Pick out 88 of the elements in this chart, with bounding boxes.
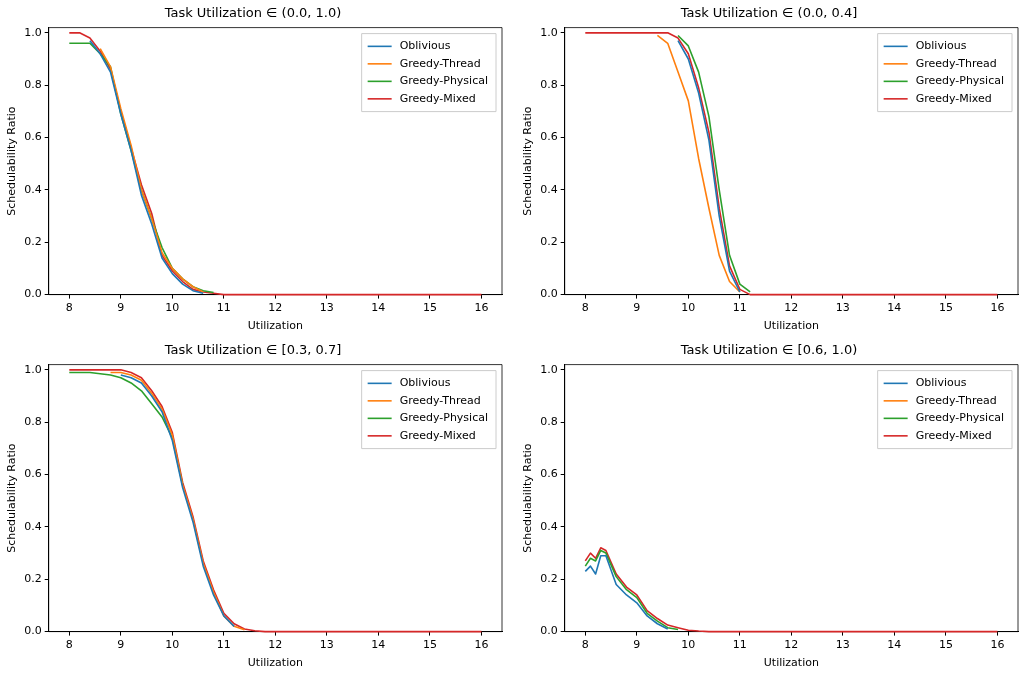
x-tick-label: 15 <box>422 301 437 315</box>
x-axis-title: Utilization <box>763 656 819 670</box>
legend-label: Oblivious <box>399 376 451 390</box>
y-tick-label: 0.8 <box>24 415 42 429</box>
x-tick-label: 12 <box>784 301 799 315</box>
y-axis-title: Schedulability Ratio <box>5 106 19 216</box>
legend-label: Greedy-Thread <box>915 393 997 407</box>
chart-title: Task Utilization ∈ (0.0, 1.0) <box>163 5 342 21</box>
legend-label: Greedy-Thread <box>915 56 997 70</box>
y-tick-label: 1.0 <box>24 362 42 376</box>
y-axis-title: Schedulability Ratio <box>521 106 535 216</box>
x-tick-label: 12 <box>784 638 799 652</box>
y-tick-label: 0.0 <box>24 287 42 301</box>
x-tick-label: 14 <box>887 301 902 315</box>
x-tick-label: 13 <box>835 301 850 315</box>
legend-label: Oblivious <box>399 39 451 53</box>
y-tick-label: 0.2 <box>540 235 558 249</box>
legend-label: Oblivious <box>915 39 967 53</box>
x-tick-label: 11 <box>732 301 747 315</box>
x-tick-label: 13 <box>835 638 850 652</box>
y-tick-label: 0.6 <box>24 467 42 481</box>
x-tick-label: 12 <box>268 638 283 652</box>
y-tick-label: 0.6 <box>24 130 42 144</box>
legend-label: Greedy-Thread <box>399 393 481 407</box>
chart-title: Task Utilization ∈ (0.0, 0.4] <box>679 5 858 21</box>
y-tick-label: 0.4 <box>24 182 42 196</box>
x-tick-label: 10 <box>681 638 696 652</box>
y-tick-label: 0.0 <box>24 624 42 638</box>
legend-label: Greedy-Thread <box>399 56 481 70</box>
x-tick-label: 8 <box>65 301 73 315</box>
x-tick-label: 8 <box>581 301 589 315</box>
y-tick-label: 0.2 <box>540 572 558 586</box>
y-tick-label: 0.2 <box>24 572 42 586</box>
x-axis-title: Utilization <box>247 319 303 333</box>
y-tick-label: 0.8 <box>540 78 558 92</box>
x-tick-label: 9 <box>117 638 125 652</box>
x-tick-label: 11 <box>216 638 231 652</box>
y-axis-title: Schedulability Ratio <box>5 443 19 553</box>
legend-label: Greedy-Physical <box>915 74 1004 88</box>
x-tick-label: 11 <box>216 301 231 315</box>
y-tick-label: 0.0 <box>540 624 558 638</box>
y-tick-label: 0.6 <box>540 130 558 144</box>
y-axis-title: Schedulability Ratio <box>521 443 535 553</box>
legend-label: Greedy-Physical <box>915 411 1004 425</box>
x-tick-label: 10 <box>681 301 696 315</box>
x-tick-label: 16 <box>990 638 1005 652</box>
x-tick-label: 13 <box>319 301 334 315</box>
y-tick-label: 1.0 <box>24 25 42 39</box>
x-tick-label: 14 <box>371 301 386 315</box>
legend-label: Greedy-Mixed <box>915 91 992 105</box>
x-tick-label: 8 <box>65 638 73 652</box>
x-tick-label: 14 <box>371 638 386 652</box>
x-tick-label: 10 <box>165 301 180 315</box>
chart-title: Task Utilization ∈ [0.3, 0.7] <box>163 342 342 358</box>
legend-label: Greedy-Physical <box>399 411 488 425</box>
legend-label: Greedy-Physical <box>399 74 488 88</box>
x-tick-label: 13 <box>319 638 334 652</box>
y-tick-label: 0.6 <box>540 467 558 481</box>
legend-label: Greedy-Mixed <box>399 91 476 105</box>
x-tick-label: 15 <box>422 638 437 652</box>
y-tick-label: 0.2 <box>24 235 42 249</box>
x-tick-label: 16 <box>474 301 489 315</box>
x-tick-label: 16 <box>474 638 489 652</box>
chart-title: Task Utilization ∈ [0.6, 1.0) <box>679 342 858 358</box>
y-tick-label: 0.4 <box>540 519 558 533</box>
x-tick-label: 9 <box>633 638 641 652</box>
y-tick-label: 0.8 <box>540 415 558 429</box>
x-tick-label: 10 <box>165 638 180 652</box>
y-tick-label: 1.0 <box>540 362 558 376</box>
x-axis-title: Utilization <box>247 656 303 670</box>
legend-label: Oblivious <box>915 376 967 390</box>
y-tick-label: 0.4 <box>24 519 42 533</box>
x-tick-label: 9 <box>633 301 641 315</box>
x-tick-label: 16 <box>990 301 1005 315</box>
y-tick-label: 0.0 <box>540 287 558 301</box>
x-tick-label: 14 <box>887 638 902 652</box>
x-tick-label: 12 <box>268 301 283 315</box>
legend-label: Greedy-Mixed <box>399 428 476 442</box>
x-tick-label: 15 <box>938 638 953 652</box>
x-tick-label: 15 <box>938 301 953 315</box>
x-tick-label: 11 <box>732 638 747 652</box>
legend-label: Greedy-Mixed <box>915 428 992 442</box>
x-tick-label: 8 <box>581 638 589 652</box>
x-tick-label: 9 <box>117 301 125 315</box>
y-tick-label: 0.4 <box>540 182 558 196</box>
y-tick-label: 0.8 <box>24 78 42 92</box>
y-tick-label: 1.0 <box>540 25 558 39</box>
x-axis-title: Utilization <box>763 319 819 333</box>
